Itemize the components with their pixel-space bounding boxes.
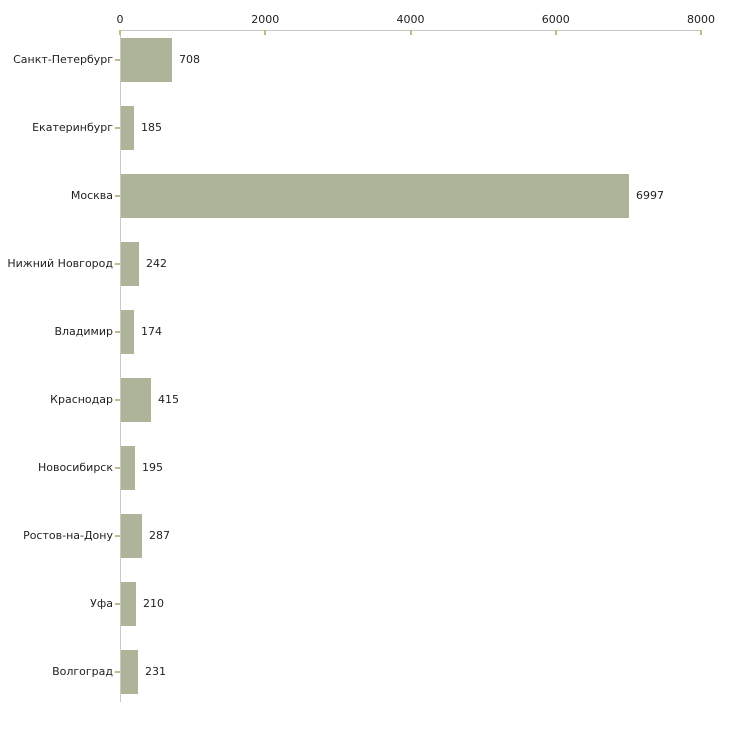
value-label: 185 [141, 121, 162, 134]
y-tick-mark [115, 127, 120, 129]
bar [121, 38, 172, 82]
value-label: 195 [142, 461, 163, 474]
bar [121, 514, 142, 558]
category-label: Екатеринбург [32, 121, 113, 134]
y-tick-mark [115, 195, 120, 197]
y-tick-mark [115, 467, 120, 469]
x-tick-mark [700, 30, 702, 35]
category-label: Владимир [54, 325, 113, 338]
value-label: 210 [143, 597, 164, 610]
x-tick-label: 0 [116, 13, 124, 26]
category-label: Волгоград [52, 665, 113, 678]
x-tick-label: 8000 [687, 13, 715, 26]
y-tick-mark [115, 603, 120, 605]
category-label: Ростов-на-Дону [23, 529, 113, 542]
x-tick-mark [409, 30, 412, 35]
x-tick-mark [119, 30, 121, 35]
y-tick-mark [115, 671, 120, 673]
bar [121, 242, 139, 286]
x-tick-mark [264, 30, 267, 35]
bar [121, 650, 138, 694]
value-label: 242 [146, 257, 167, 270]
x-tick-label: 4000 [396, 13, 425, 26]
y-tick-mark [115, 535, 120, 537]
y-tick-mark [115, 263, 120, 265]
x-tick-label: 6000 [541, 13, 570, 26]
value-label: 287 [149, 529, 170, 542]
bar [121, 582, 136, 626]
x-tick-mark [554, 30, 557, 35]
bar [121, 310, 134, 354]
category-label: Новосибирск [37, 461, 113, 474]
category-label: Москва [70, 189, 113, 202]
value-label: 708 [179, 53, 200, 66]
category-label: Нижний Новгород [7, 257, 113, 270]
bar [121, 106, 134, 150]
category-label: Уфа [90, 597, 113, 610]
bar [121, 378, 151, 422]
category-label: Санкт-Петербург [13, 53, 113, 66]
bar [121, 174, 629, 218]
value-label: 6997 [636, 189, 664, 202]
bar [121, 446, 135, 490]
value-label: 415 [158, 393, 179, 406]
category-label: Краснодар [50, 393, 113, 406]
y-tick-mark [115, 331, 120, 333]
value-label: 231 [145, 665, 166, 678]
y-tick-mark [115, 59, 120, 61]
value-label: 174 [141, 325, 162, 338]
y-tick-mark [115, 399, 120, 401]
y-axis-line [120, 30, 121, 702]
x-tick-label: 2000 [251, 13, 280, 26]
